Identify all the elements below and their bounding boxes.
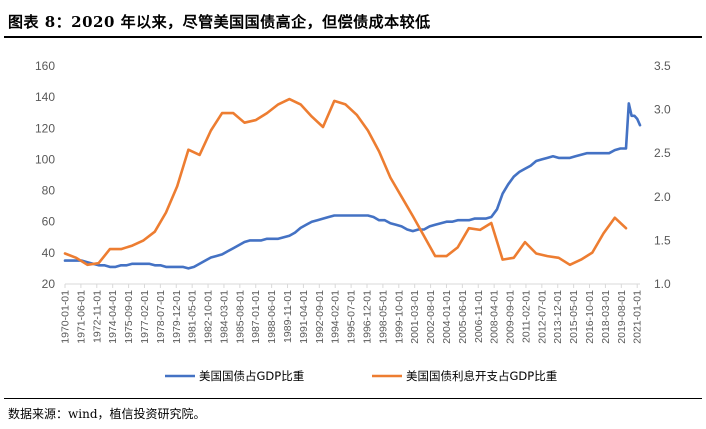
x-tick-label: 2015-05-01: [568, 290, 580, 344]
x-tick-label: 1991-04-01: [298, 290, 310, 344]
x-tick-label: 1987-01-01: [250, 290, 262, 344]
series-layer: [63, 97, 642, 270]
x-tick-label: 2008-04-01: [489, 290, 501, 344]
source-note: 数据来源：wind，植信投资研究院。: [8, 407, 206, 421]
right-y-tick-label: 3.0: [654, 103, 671, 117]
figure-title: 图表 8：2020 年以来，尽管美国国债高企，但偿债成本较低: [8, 13, 431, 31]
series-line-debt-to-gdp: [63, 102, 642, 270]
legend-label-debt-to-gdp: 美国国债占GDP比重: [199, 369, 304, 383]
x-tick-label: 2004-01-01: [441, 290, 453, 344]
source-bar: 数据来源：wind，植信投资研究院。: [4, 398, 702, 429]
left-y-tick-label: 60: [42, 215, 56, 229]
x-tick-label: 1979-12-01: [171, 290, 183, 344]
x-tick-label: 2009-09-01: [505, 290, 517, 344]
title-bar: 图表 8：2020 年以来，尽管美国国债高企，但偿债成本较低: [4, 6, 702, 38]
x-tick-label: 2001-03-01: [409, 290, 421, 344]
x-tick-label: 2006-11-01: [473, 290, 485, 343]
x-axis: 1970-01-01 1971-06-01 1972-11-01 1974-04-01…: [60, 284, 644, 344]
left-y-tick-label: 160: [35, 59, 55, 73]
left-y-axis: 20 40 60 80 100 120 140 160: [35, 59, 55, 291]
x-tick-label: 1995-07-01: [346, 290, 358, 344]
left-y-tick-label: 80: [42, 184, 56, 198]
legend: 美国国债占GDP比重 美国国债利息开支占GDP比重: [165, 369, 557, 383]
x-tick-label: 1978-07-01: [155, 290, 167, 344]
x-tick-label: 1988-06-01: [266, 290, 278, 344]
x-tick-label: 1984-03-01: [218, 290, 230, 344]
x-tick-label: 1972-11-01: [91, 290, 103, 343]
x-tick-label: 1989-11-01: [282, 290, 294, 343]
right-y-tick-label: 1.0: [654, 277, 671, 291]
x-tick-label: 2013-12-01: [552, 290, 564, 344]
right-y-axis: 1.0 1.5 2.0 2.5 3.0 3.5: [654, 59, 671, 291]
x-tick-label: 1970-01-01: [60, 290, 72, 344]
legend-label-interest-to-gdp: 美国国债利息开支占GDP比重: [406, 369, 557, 383]
x-tick-label: 1982-10-01: [203, 290, 215, 344]
x-tick-label: 1999-10-01: [393, 290, 405, 344]
x-tick-label: 1994-02-01: [330, 290, 342, 344]
left-y-tick-label: 20: [42, 277, 56, 291]
right-y-tick-label: 1.5: [654, 233, 671, 247]
x-tick-label: 1992-09-01: [314, 290, 326, 344]
x-tick-label: 2018-03-01: [600, 290, 612, 344]
x-tick-label: 2002-08-01: [425, 290, 437, 344]
left-y-tick-label: 40: [42, 246, 56, 260]
left-y-tick-label: 100: [35, 152, 55, 166]
left-y-tick-label: 120: [35, 121, 55, 135]
x-tick-label: 2021-01-01: [632, 290, 644, 344]
series-line-interest-to-gdp: [63, 97, 628, 267]
left-y-tick-label: 140: [35, 90, 55, 104]
right-y-tick-label: 3.5: [654, 59, 671, 73]
x-tick-label: 2005-06-01: [457, 290, 469, 344]
x-tick-label: 1981-05-01: [187, 290, 199, 344]
x-tick-label: 2011-02-01: [520, 290, 532, 343]
x-tick-label: 1974-04-01: [107, 290, 119, 344]
x-tick-label: 1998-05-01: [377, 290, 389, 344]
x-tick-label: 1975-09-01: [123, 290, 135, 344]
x-tick-label: 1977-02-01: [139, 290, 151, 344]
x-tick-label: 2012-07-01: [536, 290, 548, 344]
x-tick-label: 1996-12-01: [361, 290, 373, 344]
x-tick-label: 1971-06-01: [75, 290, 87, 344]
x-tick-label: 1985-08-01: [234, 290, 246, 344]
x-tick-label: 2019-08-01: [616, 290, 628, 344]
right-y-tick-label: 2.5: [654, 146, 671, 160]
x-tick-label: 2016-10-01: [584, 290, 596, 344]
right-y-tick-label: 2.0: [654, 190, 671, 204]
